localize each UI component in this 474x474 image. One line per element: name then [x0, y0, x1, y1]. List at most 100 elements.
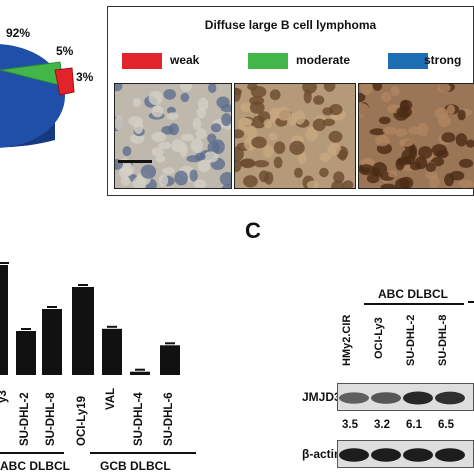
- cell-nucleus: [212, 139, 225, 154]
- cell-nucleus: [249, 101, 265, 114]
- cell-nucleus: [264, 171, 274, 185]
- cell-nucleus: [195, 128, 207, 140]
- bar-chart: [0, 262, 180, 375]
- cell-nucleus: [319, 152, 331, 162]
- bar: [42, 309, 62, 375]
- cell-nucleus: [331, 180, 345, 188]
- blot-band: [435, 391, 465, 405]
- cell-nucleus: [399, 138, 414, 147]
- bar: [0, 265, 8, 375]
- cell-nucleus: [121, 163, 134, 177]
- cell-nucleus: [174, 170, 188, 186]
- bar: [72, 287, 94, 375]
- cell-nucleus: [221, 113, 231, 127]
- cell-nucleus: [360, 84, 373, 95]
- cell-nucleus: [140, 164, 157, 179]
- cell-nucleus: [162, 167, 175, 175]
- lane-label: HMy2.CIR: [341, 314, 353, 366]
- cell-nucleus: [338, 149, 348, 161]
- blot-group-label: ABC DLBCL: [378, 287, 448, 301]
- cell-nucleus: [289, 140, 305, 155]
- cell-nucleus: [235, 88, 242, 96]
- pie-slice-red: [54, 67, 75, 96]
- cell-nucleus: [396, 106, 412, 118]
- blot-strip-jmjd3: [337, 383, 474, 411]
- error-bar: [21, 328, 31, 330]
- cell-nucleus: [239, 158, 255, 168]
- cell-nucleus: [168, 123, 179, 136]
- error-bar: [135, 368, 145, 371]
- cell-nucleus: [210, 123, 222, 133]
- error-bar: [47, 306, 57, 308]
- category-label: y3: [0, 389, 9, 403]
- group-line-abc: [0, 452, 64, 454]
- category-label: SU-DHL-4: [133, 392, 145, 447]
- cell-nucleus: [132, 98, 142, 107]
- blot-strip-actin: [337, 440, 474, 468]
- cell-nucleus: [235, 159, 242, 173]
- bar: [160, 345, 180, 375]
- blot-band: [435, 448, 465, 462]
- histology-title: Diffuse large B cell lymphoma: [204, 18, 377, 32]
- cell-nucleus: [327, 143, 342, 156]
- histology-panel: Diffuse large B cell lymphoma weak moder…: [107, 6, 474, 196]
- group-line-gcb: [90, 452, 196, 454]
- micrograph-weak: [114, 83, 232, 189]
- cell-nucleus: [243, 175, 258, 188]
- group-label-abc: ABC DLBCL: [0, 459, 70, 473]
- bar: [130, 371, 150, 375]
- cell-nucleus: [158, 174, 169, 187]
- blot-value: 6.5: [438, 419, 454, 431]
- cell-nucleus: [238, 117, 252, 131]
- error-bar: [107, 325, 117, 328]
- cell-nucleus: [155, 155, 166, 163]
- cell-nucleus: [369, 128, 386, 136]
- cell-nucleus: [436, 149, 449, 159]
- category-label: SU-DHL-8: [45, 392, 57, 447]
- cell-nucleus: [235, 129, 245, 139]
- category-label: VAL: [105, 387, 117, 410]
- blot-group-line: [364, 303, 464, 305]
- cell-nucleus: [323, 84, 336, 92]
- blot-band: [371, 392, 401, 404]
- group-label-gcb: GCB DLBCL: [100, 459, 171, 473]
- cell-nucleus: [457, 109, 466, 121]
- cell-nucleus: [458, 179, 474, 188]
- blot-band: [403, 391, 433, 405]
- legend-swatch-weak: [122, 53, 162, 69]
- cell-nucleus: [359, 103, 370, 117]
- scale-bar: [118, 160, 152, 163]
- blot-value: 3.2: [374, 419, 390, 431]
- lane-label: OCI-Ly3: [373, 317, 385, 359]
- cell-nucleus: [122, 146, 132, 157]
- cell-nucleus: [251, 136, 267, 149]
- cell-nucleus: [429, 175, 440, 188]
- cell-nucleus: [190, 138, 204, 153]
- cell-nucleus: [148, 90, 163, 106]
- cell-nucleus: [151, 131, 167, 142]
- cell-nucleus: [273, 141, 286, 154]
- legend-label-strong: strong: [424, 53, 462, 67]
- category-label: OCI-Ly19: [76, 396, 88, 447]
- cell-nucleus: [408, 147, 417, 160]
- cell-nucleus: [297, 151, 307, 165]
- cell-nucleus: [115, 84, 123, 92]
- cell-nucleus: [132, 176, 147, 188]
- error-bar: [78, 284, 88, 286]
- error-bar: [165, 342, 175, 345]
- cell-nucleus: [180, 133, 194, 142]
- cell-nucleus: [333, 171, 345, 184]
- cell-nucleus: [375, 134, 390, 147]
- cell-nucleus: [193, 179, 207, 188]
- error-bar: [0, 262, 9, 264]
- cell-nucleus: [366, 173, 380, 184]
- cell-nucleus: [189, 169, 198, 182]
- cell-nucleus: [151, 147, 164, 157]
- cell-nucleus: [163, 89, 176, 100]
- cell-nucleus: [235, 146, 244, 162]
- cell-nucleus: [359, 92, 366, 103]
- cell-nucleus: [437, 84, 451, 93]
- micrograph-moderate: [234, 83, 356, 189]
- cell-nucleus: [120, 176, 131, 186]
- category-label: SU-DHL-2: [19, 392, 31, 447]
